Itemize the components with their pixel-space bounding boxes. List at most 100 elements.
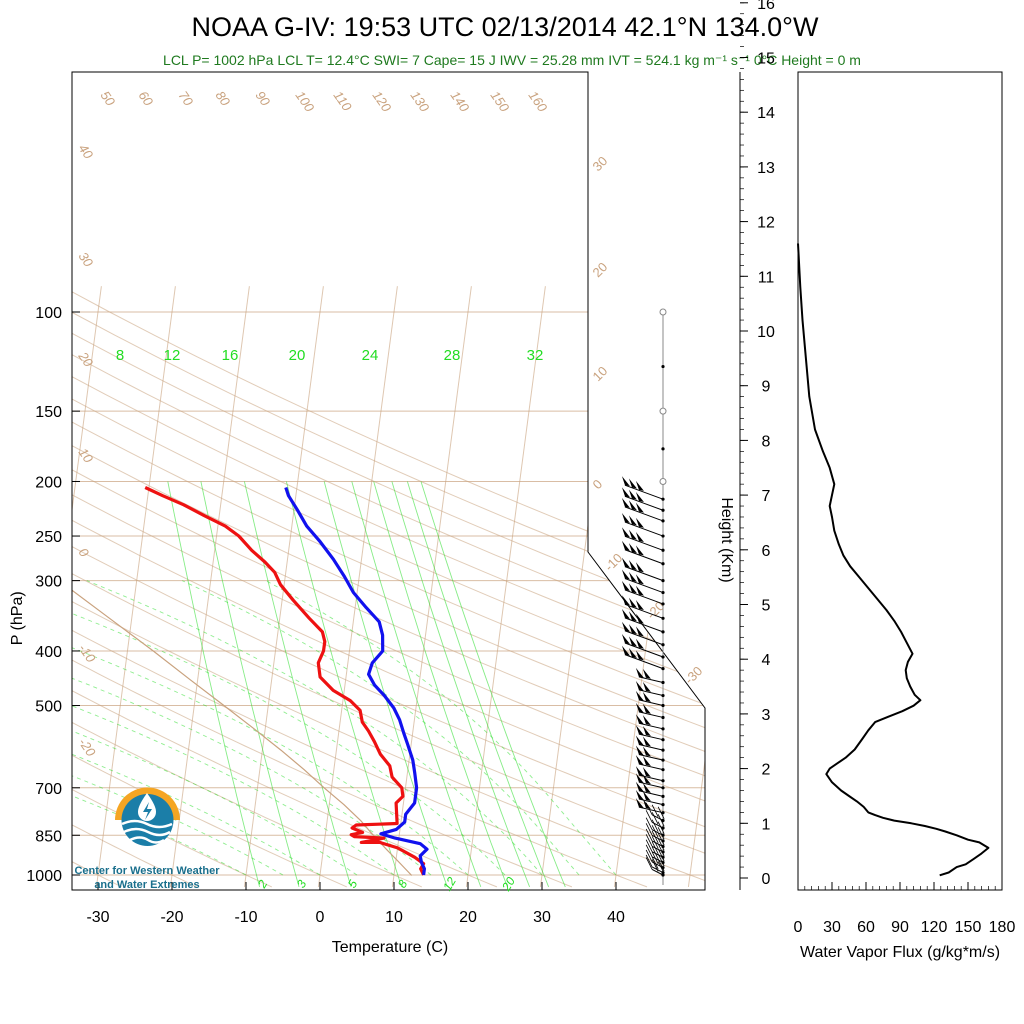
barb-pennant [635, 766, 644, 777]
dry-adiabat-line [72, 285, 705, 888]
height-tick-label: 2 [762, 762, 771, 779]
dry-adiabat-line [72, 285, 705, 888]
mixing-ratio-label: 16 [222, 347, 239, 364]
theta-left-label: 0 [76, 545, 93, 560]
barb-shaft [638, 763, 664, 771]
barb-shaft [624, 617, 664, 633]
level-dot [661, 680, 665, 685]
barb-pennant [642, 790, 651, 801]
mixing-ratio-label: 20 [289, 347, 306, 364]
barb-shaft [624, 566, 664, 582]
theta-left-label: 10 [76, 445, 97, 466]
mixing-ratio-small-label: 8 [395, 877, 411, 890]
mixing-ratio-line [406, 481, 550, 888]
barb-pennant [635, 702, 644, 713]
height-tick-label: 0 [762, 871, 771, 888]
barb-shaft [624, 495, 664, 511]
isotherm-label: 20 [590, 259, 611, 280]
barb-feather [645, 854, 653, 868]
barb-pennant [621, 540, 630, 551]
moist-adiabat-line [265, 580, 617, 876]
height-tick-label: 13 [757, 160, 775, 177]
barb-pennant [621, 595, 630, 606]
level-dot [661, 768, 665, 772]
height-tick-label: 16 [757, 0, 775, 13]
moist-adiabat-line [72, 580, 321, 876]
height-tick-label: 14 [757, 105, 775, 122]
barb-shaft [638, 733, 664, 741]
mixing-ratio-small-label: 2 [254, 877, 270, 891]
cw3e-logo: Center for Western Weather and Water Ext… [74, 787, 220, 891]
height-tick-label: 4 [762, 652, 771, 669]
barb-shaft [624, 484, 664, 500]
logo-line-1: Center for Western Weather [74, 865, 220, 877]
barb-pennant [621, 621, 630, 632]
barb-pennant [642, 774, 651, 785]
moist-adiabat-line [72, 580, 284, 876]
barb-shaft [638, 711, 664, 718]
barb-pennant [635, 773, 644, 784]
barb-pennant [642, 746, 651, 757]
y-tick-label: 150 [35, 404, 62, 421]
theta-left-label: -10 [76, 641, 100, 666]
dry-adiabat-line [72, 285, 705, 888]
dry-adiabat-line [72, 285, 705, 888]
barb-feather [651, 836, 659, 849]
barb-shaft [638, 774, 664, 782]
barb-pennant [621, 580, 630, 591]
mixing-ratio-line [285, 481, 403, 888]
theta-label: 160 [526, 88, 551, 115]
dry-adiabat-line [72, 285, 273, 888]
barb-pennant [621, 527, 630, 538]
isotherm-line [169, 286, 250, 887]
barb-feather [651, 825, 659, 838]
barb-shaft [638, 798, 664, 806]
y-tick-label: 200 [35, 474, 62, 491]
isotherm-label: -10 [602, 550, 626, 574]
theta-label: 60 [136, 88, 157, 109]
flux-x-axis-label: Water Vapor Flux (g/kg*m/s) [800, 944, 1000, 961]
moist-adiabat-line [72, 580, 506, 876]
barb-pennant [628, 543, 637, 554]
y-tick-label: 850 [35, 828, 62, 845]
chart-title: NOAA G-IV: 19:53 UTC 02/13/2014 42.1°N 1… [192, 12, 819, 42]
barb-shaft [638, 689, 664, 697]
calm-circle [659, 477, 667, 485]
theta-label: 140 [448, 88, 473, 115]
barb-pennant [628, 489, 637, 500]
dry-adiabat-line [72, 285, 705, 888]
barb-shaft [624, 642, 664, 658]
isotherm-label: -30 [682, 663, 706, 687]
theta-left-label: 20 [75, 348, 97, 370]
barb-pennant [635, 735, 644, 746]
mixing-ratio-line [391, 481, 531, 888]
mixing-ratio-line [373, 481, 508, 888]
barb-pennant [635, 650, 644, 661]
theta-label: 70 [176, 88, 197, 109]
theta-label: 130 [408, 88, 433, 115]
isotherm-line [95, 286, 176, 887]
x-tick-label: 30 [533, 909, 551, 926]
moist-adiabat-line [182, 580, 580, 876]
dry-adiabat-line [72, 285, 705, 888]
dry-adiabat-line [72, 285, 347, 888]
height-tick-label: 3 [762, 707, 771, 724]
parcel-line [72, 311, 413, 876]
height-tick-label: 6 [762, 543, 771, 560]
barb-shaft [638, 699, 664, 707]
barb-feather [651, 812, 659, 825]
barb-feather [657, 806, 665, 820]
mixing-ratio-line [323, 481, 448, 888]
barb-feather [657, 814, 665, 827]
barb-pennant [621, 487, 630, 498]
barb-pennant [628, 500, 637, 511]
barb-shaft [624, 630, 664, 646]
logo-waves-icon [121, 819, 173, 844]
theta-left-label: -20 [76, 735, 100, 760]
barb-feather [657, 838, 665, 851]
height-axis-label: Height (Km) [718, 497, 735, 582]
dry-adiabat-line [72, 285, 705, 888]
barb-pennant [628, 624, 637, 635]
